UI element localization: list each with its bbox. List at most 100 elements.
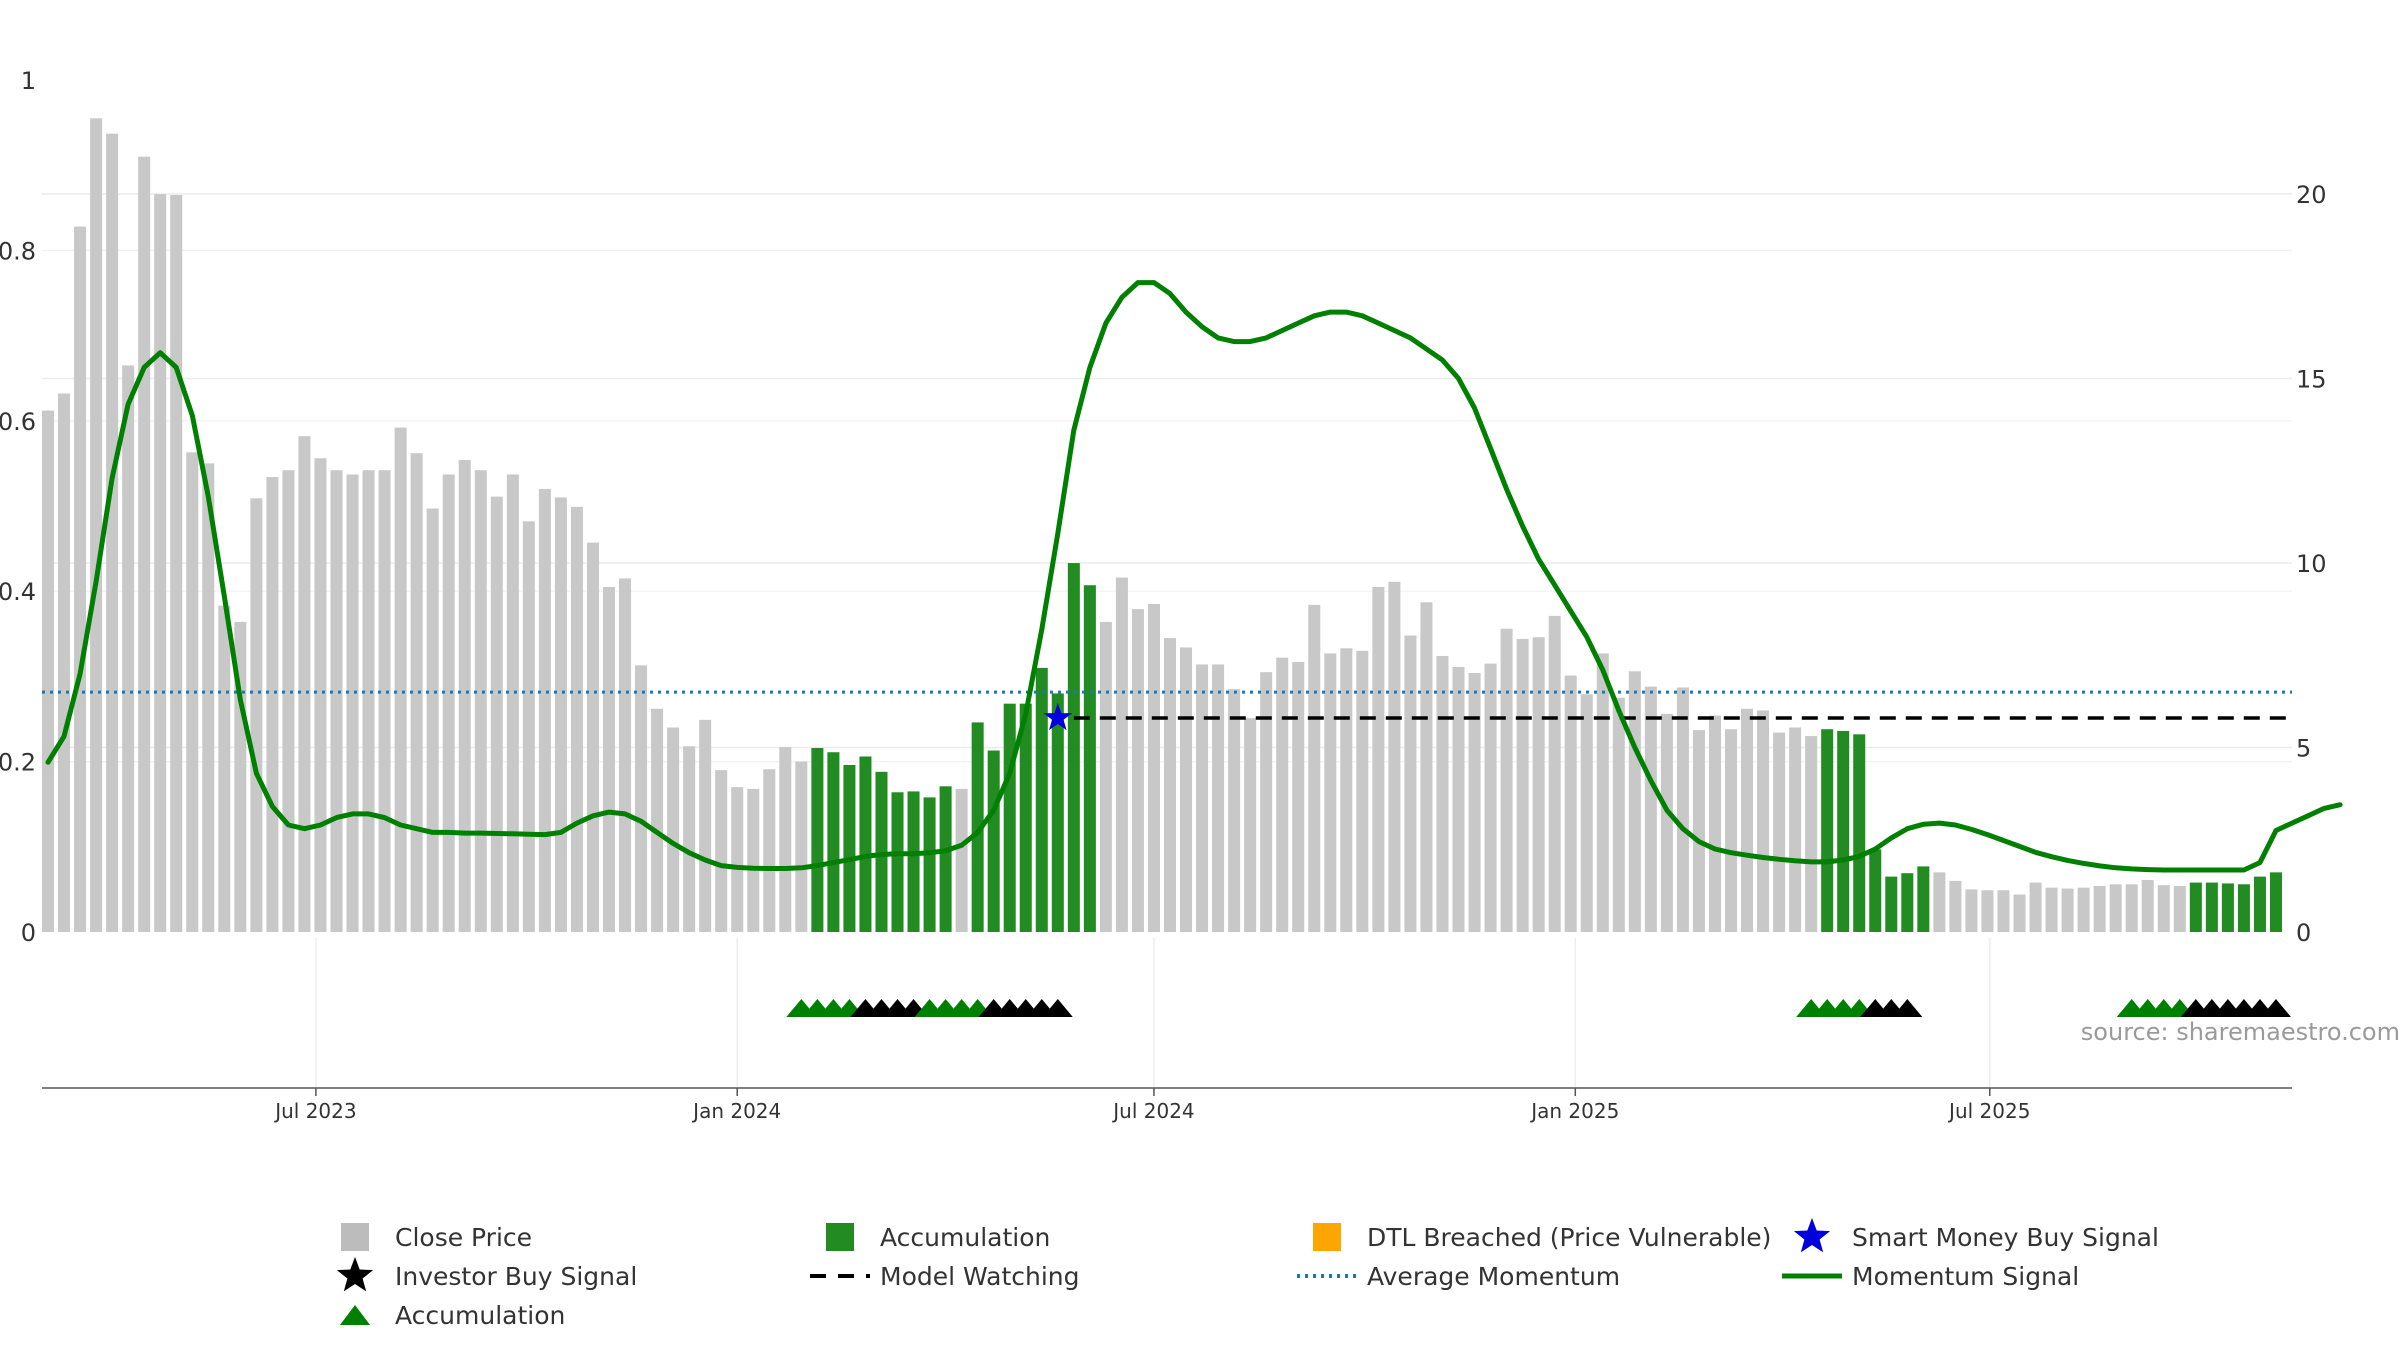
- legend-label: Investor Buy Signal: [395, 1262, 637, 1291]
- accumulation-bar: [907, 791, 920, 932]
- close-price-bar: [1789, 727, 1802, 932]
- close-price-bar: [683, 746, 696, 932]
- close-price-bar: [298, 436, 311, 932]
- close-price-bar: [554, 497, 567, 932]
- close-price-bar: [1228, 689, 1241, 932]
- close-price-bar: [1580, 694, 1593, 932]
- legend-symbol-star: [336, 1257, 374, 1292]
- close-price-bar: [1981, 890, 1994, 932]
- close-price-bar: [378, 470, 391, 932]
- legend-label: Model Watching: [880, 1262, 1080, 1291]
- accumulation-bar: [2269, 872, 2282, 932]
- close-price-bar: [1244, 718, 1257, 932]
- right-y-tick-label: 10: [2296, 550, 2327, 578]
- legend-symbol-square: [341, 1223, 369, 1251]
- accumulation-bar: [1853, 734, 1866, 932]
- accumulation-bar: [1821, 729, 1834, 932]
- close-price-bar: [250, 498, 263, 932]
- legend-label: Accumulation: [395, 1301, 565, 1330]
- accumulation-bar: [1035, 667, 1048, 932]
- accumulation-bar: [827, 752, 840, 932]
- close-price-bar: [715, 770, 728, 932]
- accumulation-bar: [1869, 849, 1882, 932]
- accumulation-bar: [1051, 693, 1064, 932]
- x-tick-label: Jan 2024: [691, 1099, 781, 1123]
- close-price-bar: [795, 761, 808, 932]
- close-price-bar: [1548, 615, 1561, 932]
- left-y-tick-label: 1: [21, 67, 36, 95]
- close-price-bar: [602, 586, 616, 932]
- axes: Jul 2023 Jan 2024 Jul 2024 Jan 2025 Jul 2025…: [0, 67, 2327, 1123]
- close-price-bar: [1420, 602, 1433, 932]
- close-price-bar: [699, 719, 712, 932]
- close-price-bar: [1180, 647, 1193, 932]
- accumulation-bar: [2189, 882, 2202, 932]
- close-price-bar: [1692, 730, 1705, 932]
- close-price-bar: [1805, 736, 1818, 932]
- close-price-bar: [667, 727, 680, 932]
- legend-symbol-star: [1793, 1218, 1831, 1253]
- right-y-tick-label: 0: [2296, 919, 2311, 947]
- close-price-bar: [2173, 885, 2186, 932]
- close-price-bar: [506, 474, 519, 932]
- close-price-bar: [282, 470, 295, 932]
- close-price-bar: [1933, 872, 1946, 932]
- close-price-bar: [1131, 609, 1144, 932]
- close-price-bar: [202, 463, 215, 932]
- accumulation-bar: [875, 771, 888, 932]
- close-price-bar: [218, 605, 231, 932]
- right-y-tick-label: 5: [2296, 735, 2311, 763]
- close-price-bar: [1757, 710, 1770, 932]
- accumulation-bar: [1901, 873, 1914, 932]
- close-price-bar: [1773, 732, 1786, 932]
- accumulation-bar: [1837, 730, 1850, 932]
- close-price-bar: [1628, 671, 1641, 932]
- accumulation-bar: [859, 756, 872, 932]
- close-price-bar: [2093, 885, 2106, 932]
- close-price-bar: [2077, 887, 2090, 932]
- close-price-bar: [1484, 663, 1497, 932]
- close-price-bar: [1099, 621, 1112, 932]
- accumulation-bar: [843, 765, 856, 932]
- close-price-bar: [1468, 672, 1481, 932]
- close-price-bar: [586, 542, 599, 932]
- close-price-bar: [1516, 638, 1529, 932]
- close-price-bar: [731, 787, 744, 932]
- close-price-bar: [747, 788, 760, 932]
- close-price-bar: [330, 470, 343, 932]
- close-price-bar: [490, 496, 503, 932]
- momentum-lines: [42, 280, 2343, 873]
- investor-buy-marker: [2260, 999, 2291, 1017]
- close-price-bar: [955, 788, 968, 932]
- accumulation-bar: [1003, 703, 1016, 932]
- accumulation-bar: [971, 722, 984, 932]
- accumulation-bar: [923, 797, 936, 932]
- accumulation-bar: [2221, 883, 2234, 932]
- x-tick-label: Jul 2024: [1111, 1099, 1194, 1123]
- close-price-bar: [2061, 888, 2074, 932]
- left-y-tick-label: 0.6: [0, 408, 36, 436]
- accumulation-bar: [987, 750, 1000, 932]
- close-price-bar: [1452, 667, 1465, 932]
- close-price-bar: [394, 427, 407, 932]
- close-price-bar: [1997, 890, 2010, 932]
- close-price-bar: [346, 474, 359, 932]
- right-y-tick-label: 15: [2296, 366, 2327, 394]
- accumulation-bar: [1083, 585, 1096, 932]
- momentum-signal-line: [45, 280, 2343, 873]
- accumulation-bar: [2237, 884, 2250, 932]
- legend-symbol-square: [1313, 1223, 1341, 1251]
- x-tick-label: Jul 2023: [273, 1099, 356, 1123]
- legend-symbol-triangle: [340, 1305, 370, 1325]
- close-price-bar: [619, 578, 632, 932]
- close-price-bar: [234, 621, 247, 932]
- investor-buy-marker: [1042, 999, 1073, 1017]
- close-price-bar: [1196, 664, 1209, 932]
- legend-label: Smart Money Buy Signal: [1852, 1223, 2159, 1252]
- close-price-bar: [1644, 686, 1657, 932]
- signal-markers: [786, 703, 2291, 1017]
- close-price-bar: [410, 453, 423, 932]
- close-price-bar: [1404, 635, 1417, 932]
- close-price-bar: [138, 156, 151, 932]
- close-price-bar: [1147, 603, 1160, 932]
